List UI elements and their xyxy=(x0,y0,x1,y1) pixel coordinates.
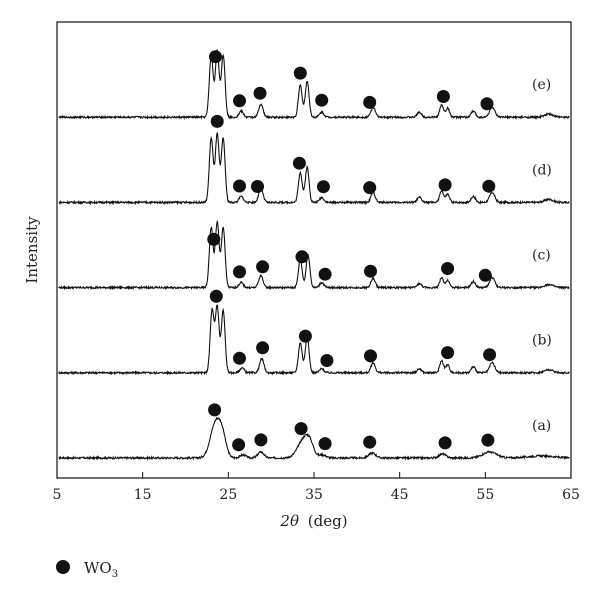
x-tick-label: 25 xyxy=(219,487,237,503)
wo3-marker xyxy=(318,437,332,451)
wo3-marker xyxy=(292,156,306,170)
legend-label-wo3: WO3 xyxy=(84,559,118,580)
x-axis-label-unit: (deg) xyxy=(308,512,348,530)
series-line-d xyxy=(58,131,570,206)
legend-marker-wo3 xyxy=(56,560,70,574)
wo3-marker xyxy=(233,179,246,193)
wo3-marker xyxy=(298,329,312,343)
wo3-marker xyxy=(436,90,450,103)
wo3-marker xyxy=(254,433,268,447)
wo3-marker xyxy=(295,250,309,264)
wo3-marker xyxy=(232,438,246,452)
wo3-marker xyxy=(208,403,222,417)
series-label-e: (e) xyxy=(532,77,551,93)
wo3-marker xyxy=(363,435,377,449)
x-tick-label: 45 xyxy=(391,487,409,503)
wo3-marker xyxy=(320,354,334,367)
wo3-marker xyxy=(256,341,270,355)
wo3-marker xyxy=(209,50,222,64)
wo3-marker xyxy=(256,260,270,274)
series-line-c xyxy=(58,219,570,291)
wo3-marker xyxy=(210,114,224,128)
wo3-markers xyxy=(207,50,497,452)
wo3-marker xyxy=(253,86,267,100)
wo3-marker xyxy=(293,66,307,80)
wo3-marker xyxy=(441,262,455,275)
wo3-marker xyxy=(364,264,377,278)
x-axis-label-symbol: 2θ xyxy=(279,512,299,530)
wo3-marker xyxy=(481,433,495,447)
legend-label-main: WO xyxy=(84,559,112,577)
wo3-marker xyxy=(251,180,264,193)
series-traces xyxy=(58,49,570,461)
wo3-marker xyxy=(209,289,223,303)
wo3-marker xyxy=(438,436,452,450)
wo3-marker xyxy=(315,93,329,107)
series-label-b: (b) xyxy=(532,333,552,349)
wo3-marker xyxy=(294,422,308,436)
x-tick-label: 5 xyxy=(53,487,62,503)
wo3-marker xyxy=(364,349,377,363)
plot-frame xyxy=(56,21,572,479)
wo3-marker xyxy=(478,268,492,282)
wo3-marker xyxy=(480,97,494,111)
legend: WO3 xyxy=(56,559,118,580)
wo3-marker xyxy=(316,180,330,194)
wo3-marker xyxy=(233,265,246,279)
wo3-marker xyxy=(233,94,246,108)
legend-label-subscript: 3 xyxy=(112,569,118,580)
wo3-marker xyxy=(318,267,332,281)
wo3-marker xyxy=(438,178,452,192)
x-tick-label: 15 xyxy=(134,487,152,503)
wo3-marker xyxy=(207,232,221,246)
x-tick-label: 65 xyxy=(562,487,580,503)
series-label-c: (c) xyxy=(532,248,551,264)
series-line-e xyxy=(58,49,570,121)
wo3-marker xyxy=(233,351,246,365)
wo3-marker xyxy=(441,346,455,360)
y-axis-label: Intensity xyxy=(23,216,41,284)
x-tick-label: 55 xyxy=(476,487,494,503)
series-label-a: (a) xyxy=(532,418,551,434)
x-tick-label: 35 xyxy=(305,487,323,503)
series-line-b xyxy=(58,304,570,376)
series-label-d: (d) xyxy=(532,162,552,178)
x-axis-ticks: 5 15 25 35 45 55 65 xyxy=(53,472,580,503)
series-labels: (a) (b) (c) (d) (e) xyxy=(532,77,552,434)
x-axis-label: 2θ (deg) xyxy=(279,512,347,530)
series-line-a xyxy=(58,416,570,461)
wo3-marker xyxy=(363,95,377,109)
wo3-marker xyxy=(482,179,496,193)
wo3-marker xyxy=(363,181,377,195)
wo3-marker xyxy=(483,348,497,362)
